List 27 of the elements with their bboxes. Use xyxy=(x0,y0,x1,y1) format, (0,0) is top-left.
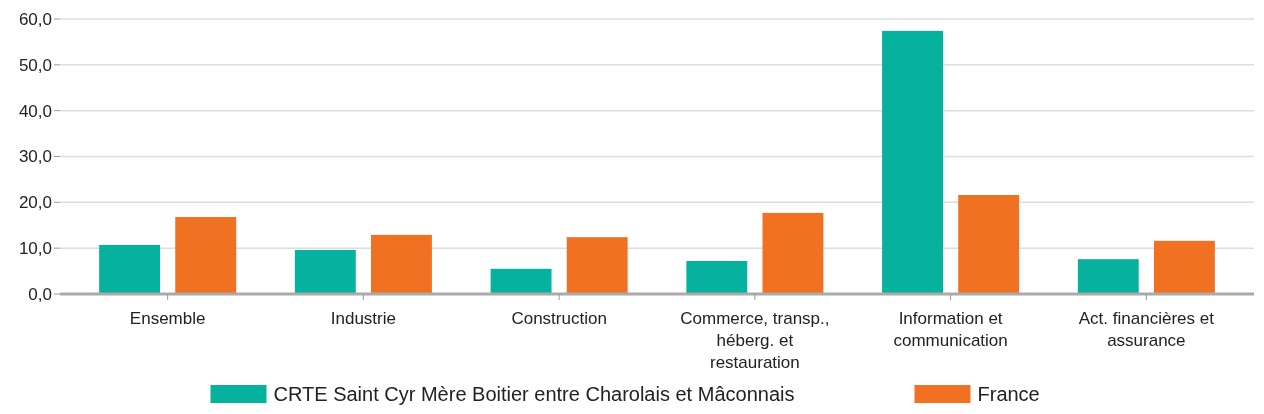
bar xyxy=(175,217,237,294)
bar xyxy=(1153,240,1215,294)
x-tick-label: Act. financières et assurance xyxy=(1078,309,1215,350)
bar xyxy=(762,212,824,294)
y-tick-label: 20,0 xyxy=(18,193,52,213)
bar xyxy=(686,261,748,294)
bar xyxy=(294,250,356,294)
bar xyxy=(371,234,432,294)
x-tick-label: Information et communication xyxy=(893,309,1008,350)
y-tick-label: 60,0 xyxy=(18,9,52,29)
x-tick-label: Industrie xyxy=(330,309,396,328)
bar xyxy=(1077,259,1139,294)
bar xyxy=(99,244,161,294)
bar xyxy=(958,195,1020,294)
bar xyxy=(882,30,943,294)
y-tick-label: 50,0 xyxy=(18,55,52,75)
bar xyxy=(566,237,628,294)
y-tick-label: 10,0 xyxy=(18,239,52,259)
x-tick-label: Commerce, transp., héberg. et restauration xyxy=(680,309,830,372)
legend-label: France xyxy=(977,383,1040,405)
x-tick-label: Construction xyxy=(511,309,607,328)
y-tick-label: 0,0 xyxy=(28,284,52,304)
y-tick-label: 40,0 xyxy=(18,101,52,121)
x-tick-label: Ensemble xyxy=(129,309,206,328)
y-tick-label: 30,0 xyxy=(18,147,52,167)
legend-label: CRTE Saint Cyr Mère Boitier entre Charolais et Mâconnais xyxy=(273,383,795,405)
bar xyxy=(490,268,552,294)
